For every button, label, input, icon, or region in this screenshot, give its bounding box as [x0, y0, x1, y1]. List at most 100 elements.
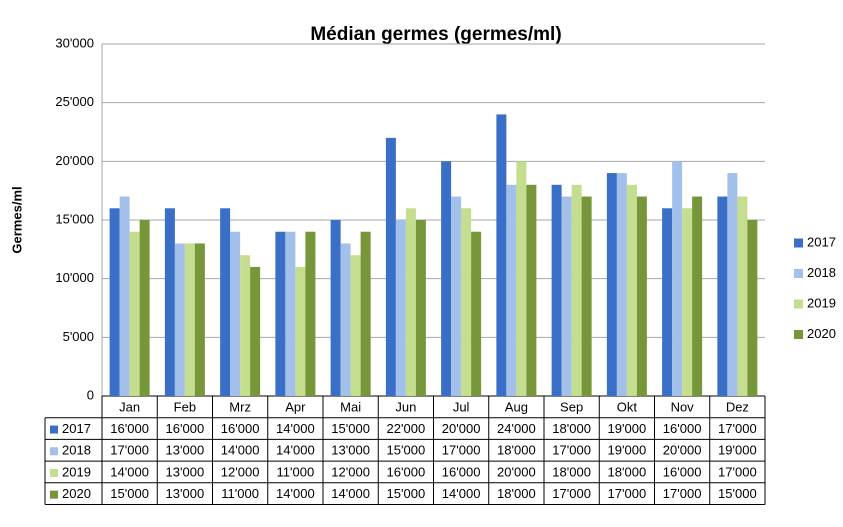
bar	[305, 231, 316, 396]
bar	[230, 231, 241, 396]
x-tick-label: Dez	[726, 399, 749, 414]
table-legend-key	[50, 447, 58, 456]
table-cell: 16'000	[166, 421, 205, 436]
table-cell: 14'000	[221, 443, 260, 458]
table-cell: 12'000	[331, 464, 370, 479]
table-cell: 24'000	[497, 421, 536, 436]
chart-title: Médian germes (germes/ml)	[310, 24, 561, 45]
bar	[395, 220, 406, 396]
y-axis-label: Germes/ml	[9, 186, 24, 253]
bar	[581, 196, 592, 396]
bar	[672, 161, 683, 396]
x-tick-label: Mai	[340, 399, 361, 414]
x-tick-label: Aug	[505, 399, 528, 414]
table-cell: 19'000	[608, 421, 647, 436]
y-tick-label: 10'000	[55, 270, 94, 285]
bar	[496, 114, 507, 397]
table-series-name: 2020	[62, 486, 91, 501]
x-tick-label: Feb	[174, 399, 196, 414]
legend-label: 2020	[807, 326, 836, 341]
table-cell: 13'000	[331, 443, 370, 458]
bar	[561, 196, 572, 396]
bar	[220, 208, 231, 396]
bar	[737, 196, 748, 396]
table-cell: 19'000	[608, 443, 647, 458]
bar	[184, 243, 195, 396]
table-cell: 14'000	[442, 486, 481, 501]
table-cell: 20'000	[663, 443, 702, 458]
table-legend-key	[50, 425, 58, 434]
table-cell: 15'000	[110, 486, 149, 501]
table-cell: 16'000	[663, 421, 702, 436]
legend-label: 2018	[807, 265, 836, 280]
bar	[109, 208, 120, 396]
table-cell: 14'000	[276, 443, 315, 458]
bar	[441, 161, 452, 396]
table-series-name: 2018	[62, 443, 91, 458]
x-tick-label: Mrz	[229, 399, 251, 414]
y-tick-label: 20'000	[55, 153, 94, 168]
table-cell: 18'000	[497, 443, 536, 458]
bar	[350, 255, 361, 396]
bar	[461, 208, 472, 396]
table-cell: 13'000	[166, 443, 205, 458]
bar	[551, 184, 562, 396]
table-cell: 16'000	[387, 464, 426, 479]
bar	[330, 220, 341, 396]
table-legend-key	[50, 468, 58, 477]
bar	[571, 184, 582, 396]
legend-key	[794, 269, 803, 278]
bar	[194, 243, 205, 396]
bar	[250, 266, 261, 396]
table-cell: 17'000	[442, 443, 481, 458]
bar	[129, 231, 140, 396]
table-cell: 16'000	[110, 421, 149, 436]
y-tick-label: 0	[87, 387, 94, 402]
bar	[692, 196, 703, 396]
bar	[415, 220, 426, 396]
table-cell: 15'000	[387, 486, 426, 501]
y-tick-label: 5'000	[63, 329, 94, 344]
bar	[340, 243, 351, 396]
x-tick-label: Okt	[617, 399, 638, 414]
bar	[451, 196, 462, 396]
table-cell: 14'000	[276, 421, 315, 436]
bar	[471, 231, 482, 396]
table-cell: 13'000	[166, 486, 205, 501]
table-cell: 18'000	[497, 486, 536, 501]
table-cell: 22'000	[387, 421, 426, 436]
y-tick-label: 15'000	[55, 211, 94, 226]
bar	[516, 161, 527, 396]
table-series-name: 2019	[62, 464, 91, 479]
x-tick-label: Nov	[671, 399, 695, 414]
bar	[747, 220, 758, 396]
bar	[174, 243, 185, 396]
table-cell: 17'000	[663, 486, 702, 501]
table-cell: 16'000	[663, 464, 702, 479]
table-cell: 17'000	[718, 464, 757, 479]
bar	[295, 266, 306, 396]
y-tick-label: 30'000	[55, 35, 94, 50]
table-cell: 20'000	[442, 421, 481, 436]
bar	[119, 196, 130, 396]
table-cell: 17'000	[552, 443, 591, 458]
table-cell: 14'000	[331, 486, 370, 501]
table-cell: 16'000	[221, 421, 260, 436]
table-cell: 17'000	[718, 421, 757, 436]
x-tick-label: Jun	[395, 399, 416, 414]
bar	[385, 137, 396, 396]
table-legend-key	[50, 490, 58, 499]
bar	[682, 208, 693, 396]
legend-key	[794, 330, 803, 339]
bar	[662, 208, 673, 396]
y-tick-label: 25'000	[55, 94, 94, 109]
table-cell: 19'000	[718, 443, 757, 458]
bar	[727, 173, 738, 396]
bar	[506, 184, 517, 396]
bar	[139, 220, 150, 396]
table-cell: 15'000	[331, 421, 370, 436]
table-cell: 17'000	[110, 443, 149, 458]
x-tick-label: Jan	[119, 399, 140, 414]
legend-label: 2017	[807, 234, 836, 249]
